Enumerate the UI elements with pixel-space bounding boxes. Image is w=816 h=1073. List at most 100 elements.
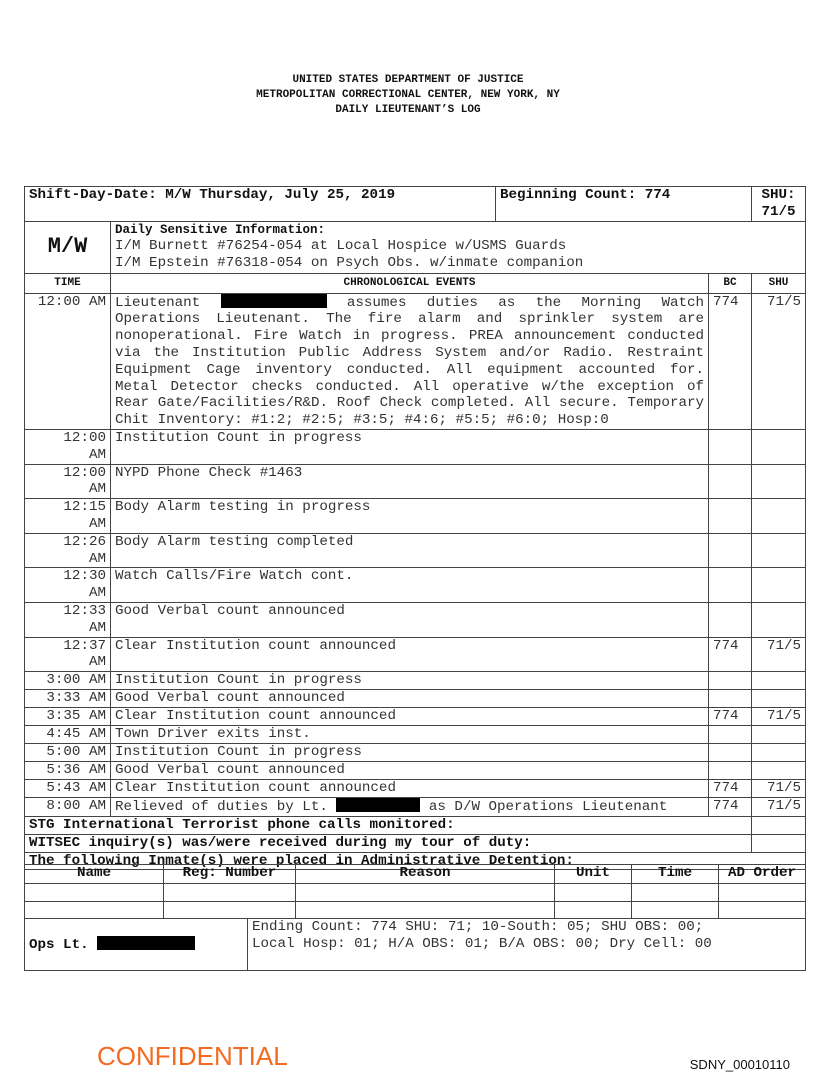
event-text: Relieved of duties by Lt. as D/W Operati… <box>109 797 710 817</box>
event-text: Body Alarm testing in progress <box>109 498 710 534</box>
event-bc <box>708 671 753 691</box>
ending-line: Local Hosp: 01; H/A OBS: 01; B/A OBS: 00… <box>252 935 712 952</box>
event-row: 12:33 AM Good Verbal count announced <box>24 601 807 638</box>
event-time: 12:33 AM <box>24 601 111 638</box>
event-text: Clear Institution count announced <box>109 707 710 727</box>
event-shu <box>751 761 807 781</box>
redaction-box <box>336 798 421 813</box>
ops-table: Ops Lt. Ending Count: 774 SHU: 71; 10-So… <box>24 918 806 971</box>
sensitive-line: I/M Burnett #76254-054 at Local Hospice … <box>115 238 567 255</box>
event-shu <box>751 725 807 745</box>
document-header: UNITED STATES DEPARTMENT OF JUSTICE METR… <box>0 73 816 118</box>
event-time: 12:15 AM <box>24 498 111 534</box>
ad-row <box>24 901 806 919</box>
event-shu <box>751 463 807 500</box>
ad-col-unit: Unit <box>554 864 632 884</box>
event-text: Clear Institution count announced <box>109 636 710 673</box>
sensitive-info: Daily Sensitive Information: I/M Burnett… <box>109 220 807 274</box>
witsec-label: WITSEC inquiry(s) was/were received duri… <box>23 833 753 853</box>
col-shu: SHU <box>751 272 807 294</box>
stg-label: STG International Terrorist phone calls … <box>23 815 753 835</box>
stg-value <box>751 815 807 835</box>
event-row: 5:36 AM Good Verbal count announced <box>24 761 807 781</box>
event-shu: 71/5 <box>751 636 807 673</box>
event-bc <box>708 761 753 781</box>
event-shu <box>751 743 807 763</box>
event-text-before: Relieved of duties by Lt. <box>115 799 328 816</box>
event-text: Lieutenant assumes duties as the Morning… <box>109 292 710 430</box>
event-row: 12:00 AM NYPD Phone Check #1463 <box>24 463 807 500</box>
event-bc <box>708 743 753 763</box>
event-bc: 774 <box>708 292 753 430</box>
ad-col-name: Name <box>24 864 164 884</box>
event-text: Institution Count in progress <box>109 428 710 465</box>
event-time: 12:37 AM <box>24 636 111 673</box>
event-shu <box>751 601 807 638</box>
event-row: 12:00 AM Lieutenant assumes duties as th… <box>24 292 807 430</box>
event-bc: 774 <box>708 797 753 817</box>
event-text: Good Verbal count announced <box>109 689 710 709</box>
event-bc <box>708 463 753 500</box>
event-time: 3:33 AM <box>24 689 111 709</box>
header-facility: METROPOLITAN CORRECTIONAL CENTER, NEW YO… <box>256 89 560 101</box>
event-text: Good Verbal count announced <box>109 601 710 638</box>
event-text: Clear Institution count announced <box>109 779 710 799</box>
event-row: 3:00 AM Institution Count in progress <box>24 671 807 691</box>
log-table: Shift-Day-Date: M/W Thursday, July 25, 2… <box>23 186 807 871</box>
event-row: 12:37 AM Clear Institution count announce… <box>24 636 807 673</box>
event-time: 5:43 AM <box>24 779 111 799</box>
ad-col-reason: Reason <box>295 864 555 884</box>
event-bc <box>708 532 753 569</box>
event-shu <box>751 689 807 709</box>
event-shu: 71/5 <box>751 779 807 799</box>
event-time: 12:00 AM <box>24 292 111 430</box>
event-text-after: assumes duties as the Morning Watch Oper… <box>115 294 705 429</box>
event-bc <box>708 601 753 638</box>
ops-lt-label: Ops Lt. <box>29 936 89 953</box>
event-row: 5:43 AM Clear Institution count announced… <box>24 779 807 799</box>
event-time: 12:00 AM <box>24 463 111 500</box>
event-row: 12:15 AM Body Alarm testing in progress <box>24 498 807 534</box>
event-bc <box>708 428 753 465</box>
event-shu <box>751 567 807 603</box>
ad-col-time: Time <box>631 864 719 884</box>
col-bc: BC <box>708 272 753 294</box>
event-bc <box>708 498 753 534</box>
ad-col-reg: Reg: Number <box>163 864 296 884</box>
event-row: 3:33 AM Good Verbal count announced <box>24 689 807 709</box>
event-time: 4:45 AM <box>24 725 111 745</box>
witsec-value <box>751 833 807 853</box>
ad-row <box>24 883 806 902</box>
event-bc <box>708 725 753 745</box>
col-time: TIME <box>24 272 111 294</box>
event-bc <box>708 689 753 709</box>
shift-code: M/W <box>24 220 111 274</box>
event-text: Good Verbal count announced <box>109 761 710 781</box>
event-row: 5:00 AM Institution Count in progress <box>24 743 807 763</box>
event-text: Institution Count in progress <box>109 671 710 691</box>
ad-table: Name Reg: Number Reason Unit Time AD Ord… <box>24 864 806 919</box>
event-time: 12:30 AM <box>24 567 111 603</box>
ad-col-order: AD Order <box>718 864 806 884</box>
shift-day-date: Shift-Day-Date: M/W Thursday, July 25, 2… <box>23 186 497 222</box>
event-shu <box>751 428 807 465</box>
event-text: Body Alarm testing completed <box>109 532 710 569</box>
col-events: CHRONOLOGICAL EVENTS <box>109 272 710 294</box>
event-text: Town Driver exits inst. <box>109 725 710 745</box>
event-shu: 71/5 <box>751 797 807 817</box>
event-time: 5:36 AM <box>24 761 111 781</box>
event-time: 12:26 AM <box>24 532 111 569</box>
redaction-box <box>220 293 327 308</box>
ops-lt: Ops Lt. <box>24 918 248 971</box>
event-text: NYPD Phone Check #1463 <box>109 463 710 500</box>
sensitive-label: Daily Sensitive Information: <box>115 222 326 237</box>
event-row: 12:30 AM Watch Calls/Fire Watch cont. <box>24 567 807 603</box>
event-bc: 774 <box>708 636 753 673</box>
beginning-count: Beginning Count: 774 <box>495 186 753 222</box>
sensitive-line: I/M Epstein #76318-054 on Psych Obs. w/i… <box>115 255 584 272</box>
shu-count: SHU: 71/5 <box>751 186 807 222</box>
event-text: Watch Calls/Fire Watch cont. <box>109 567 710 603</box>
event-row: 12:26 AM Body Alarm testing completed <box>24 532 807 569</box>
event-row: 12:00 AM Institution Count in progress <box>24 428 807 465</box>
event-bc: 774 <box>708 707 753 727</box>
